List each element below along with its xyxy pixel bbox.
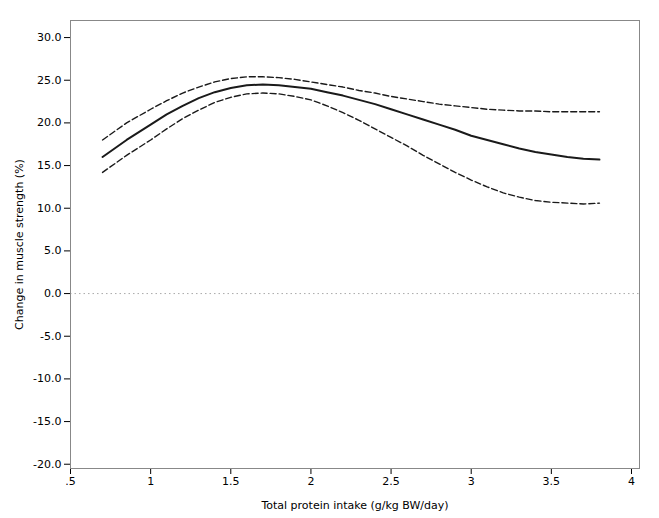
- svg-text:1: 1: [147, 475, 154, 488]
- svg-text:-20.0: -20.0: [33, 458, 61, 471]
- svg-text:3.5: 3.5: [543, 475, 561, 488]
- svg-text:-10.0: -10.0: [33, 372, 61, 385]
- svg-text:1.5: 1.5: [222, 475, 240, 488]
- svg-text:20.0: 20.0: [37, 116, 62, 129]
- svg-text:.5: .5: [65, 475, 76, 488]
- svg-text:3: 3: [468, 475, 475, 488]
- svg-text:10.0: 10.0: [37, 202, 62, 215]
- svg-text:4: 4: [628, 475, 635, 488]
- svg-text:15.0: 15.0: [37, 159, 62, 172]
- svg-text:2.5: 2.5: [382, 475, 400, 488]
- svg-text:2: 2: [307, 475, 314, 488]
- svg-text:Change in muscle strength (%): Change in muscle strength (%): [13, 159, 26, 330]
- svg-text:-15.0: -15.0: [33, 415, 61, 428]
- svg-text:0.0: 0.0: [44, 287, 62, 300]
- svg-text:30.0: 30.0: [37, 31, 62, 44]
- svg-text:25.0: 25.0: [37, 74, 62, 87]
- svg-text:Total protein intake (g/kg BW/: Total protein intake (g/kg BW/day): [260, 499, 448, 512]
- svg-text:-5.0: -5.0: [40, 330, 61, 343]
- svg-text:5.0: 5.0: [44, 244, 62, 257]
